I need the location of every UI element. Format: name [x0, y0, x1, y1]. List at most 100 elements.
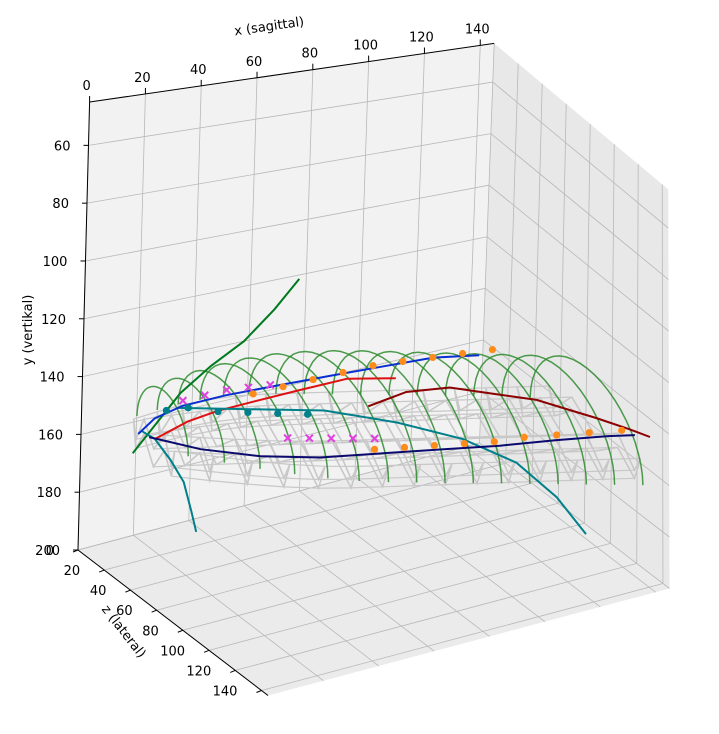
- arch-curve: [331, 350, 446, 483]
- wireframe-strand: [153, 450, 595, 468]
- grid-line: [583, 123, 591, 524]
- x-axis-line: [89, 42, 495, 103]
- grid-line: [299, 490, 490, 637]
- x-marker: [283, 433, 292, 443]
- grid-line: [132, 93, 146, 536]
- circle-marker: [400, 443, 409, 451]
- grid-line: [354, 475, 546, 623]
- x-axis-label: x (sagittal): [233, 15, 305, 40]
- y-axis-label: y (vertikal): [21, 295, 36, 366]
- x-axis-ticks: 0 20 40 60 80 100 120 140: [82, 22, 490, 102]
- grid-line: [83, 236, 488, 320]
- circle-marker: [399, 357, 407, 366]
- arch-curve: [529, 355, 644, 486]
- z-tick-mark: [99, 569, 105, 573]
- wireframe-strand: [144, 396, 572, 420]
- grid-line: [479, 442, 670, 589]
- grid-line: [243, 505, 435, 652]
- x-tick-label: 0: [82, 79, 90, 94]
- grid-line: [133, 534, 324, 682]
- arch-curve: [136, 385, 189, 457]
- circle-marker: [309, 375, 317, 384]
- circle-marker: [370, 445, 379, 453]
- arch-curve: [501, 354, 616, 485]
- x-marker-stroke: [305, 433, 314, 443]
- grid-line: [410, 461, 601, 608]
- x-tick-label: 40: [190, 63, 207, 78]
- arch-curve: [275, 350, 390, 483]
- circle-marker: [460, 439, 468, 448]
- side-pane: [479, 43, 670, 589]
- circle-marker: [458, 349, 467, 358]
- wireframe-strand: [143, 410, 572, 436]
- z-tick-mark: [151, 609, 157, 613]
- y-tick-label: 140: [40, 371, 65, 386]
- z-tick-label: 80: [142, 624, 159, 639]
- z-tick-mark: [203, 649, 210, 653]
- x-marker-stroke: [178, 396, 188, 405]
- z-tick-label: 120: [186, 664, 211, 679]
- grid-line: [86, 133, 491, 204]
- grid-line: [409, 53, 425, 462]
- circle-marker: [585, 429, 593, 437]
- z-axis-line: [77, 549, 269, 696]
- x-marker-stroke: [370, 434, 379, 443]
- y-tick-label: 120: [41, 313, 66, 328]
- circle-marker: [162, 406, 170, 415]
- z-tick-label: 40: [90, 584, 107, 599]
- grid-line: [77, 442, 480, 551]
- circle-marker: [369, 362, 377, 370]
- z-tick-label: 100: [160, 644, 185, 659]
- circle-marker: [520, 433, 528, 441]
- y-axis-line: [77, 101, 91, 551]
- grid-line: [104, 462, 506, 571]
- grid-line: [130, 482, 533, 591]
- grid-line: [610, 144, 615, 544]
- axis-lines: [77, 42, 495, 696]
- x-tick-label: 80: [302, 47, 319, 62]
- circle-marker: [618, 426, 626, 434]
- x-marker-stroke: [326, 434, 336, 443]
- circle-marker: [244, 408, 252, 417]
- grid-line: [636, 164, 639, 564]
- circle-marker: [184, 404, 192, 412]
- arch-curve: [416, 352, 531, 484]
- x-marker-stroke: [222, 385, 231, 395]
- z-tick-label: 0: [46, 544, 54, 559]
- x-marker: [266, 380, 275, 390]
- series-line: [131, 278, 301, 454]
- arch-curve: [222, 357, 329, 479]
- circle-marker: [274, 409, 282, 418]
- wireframe-strand: [171, 466, 635, 481]
- circle-marker: [279, 383, 287, 391]
- y-tick-label: 200: [35, 544, 60, 559]
- circle-marker: [339, 368, 347, 377]
- z-tick-mark: [177, 629, 184, 633]
- x-marker-stroke: [266, 380, 275, 390]
- x-marker-stroke: [348, 434, 358, 443]
- y-tick-label: 60: [54, 139, 71, 154]
- series-line: [154, 377, 396, 440]
- y-axis-ticks: 60 80 100 120 140 160 180 200: [35, 139, 89, 559]
- x-tick-label: 60: [246, 55, 263, 70]
- x-tick-label: 100: [353, 39, 378, 54]
- grid-line: [82, 287, 486, 377]
- wireframe-strand: [135, 415, 555, 449]
- axis-panes: [78, 43, 670, 696]
- x-marker: [326, 434, 336, 443]
- x-marker-stroke: [200, 391, 209, 400]
- grid-line: [354, 61, 370, 477]
- z-tick-label: 20: [64, 564, 81, 579]
- grid-line: [79, 391, 482, 493]
- x-marker: [370, 434, 379, 443]
- grid-line: [490, 133, 669, 280]
- grid-line: [486, 236, 670, 383]
- grid-line: [465, 446, 656, 593]
- z-tick-mark: [256, 690, 262, 693]
- arch-curve: [303, 349, 418, 483]
- arch-curve: [156, 377, 226, 463]
- circle-marker: [430, 441, 439, 450]
- z-tick-mark: [230, 669, 236, 673]
